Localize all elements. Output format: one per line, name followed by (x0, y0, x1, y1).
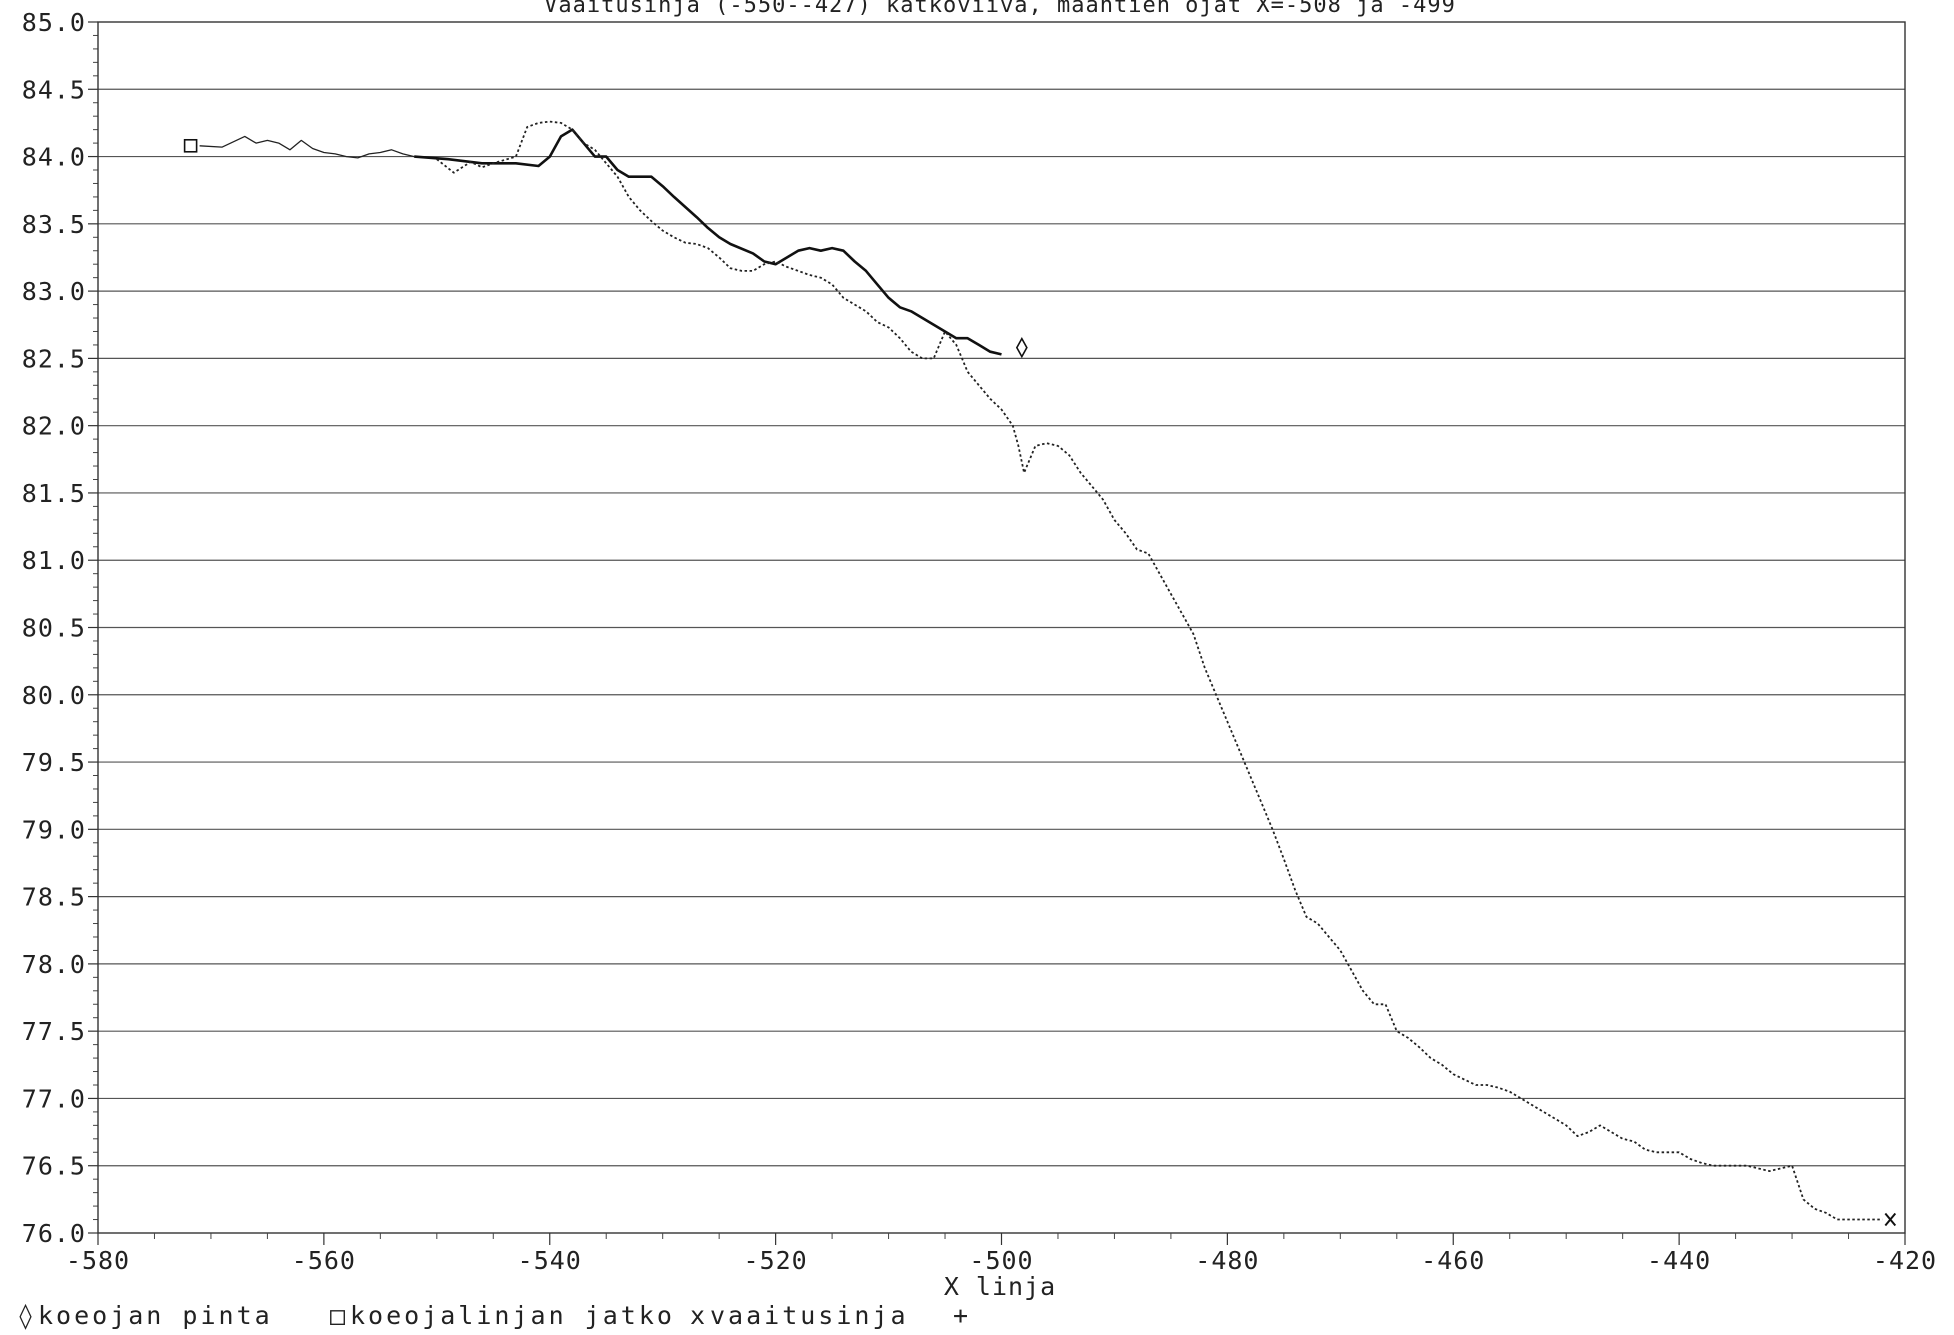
y-tick-label: 81.0 (22, 546, 86, 575)
x-tick-label: -580 (66, 1246, 130, 1275)
y-tick-label: 80.5 (22, 614, 86, 643)
grid-lines (98, 89, 1905, 1165)
y-tick-label: 81.5 (22, 479, 86, 508)
chart-title: Vaaitusinja (-550--427) katkoviiva, maan… (544, 0, 1456, 18)
axes: 76.0 76.5 77.0 77.5 78.0 78.5 79.0 79.5 80.0 80.5… (22, 8, 1937, 1275)
x-tick-label: -480 (1195, 1246, 1259, 1275)
y-tick-label: 80.0 (22, 681, 86, 710)
x-axis-title: X linja (944, 1272, 1056, 1301)
series-line-vaaitusinja (437, 122, 1883, 1220)
x-tick-label: -460 (1421, 1246, 1485, 1275)
y-tick-label: 84.5 (22, 75, 86, 104)
y-tick-label: 82.5 (22, 344, 86, 373)
y-tick-label: 78.5 (22, 883, 86, 912)
y-tick-label: 79.5 (22, 748, 86, 777)
legend: ◊ koeojan pinta □ koeojalinjan jatko x vaaitu… (18, 1301, 971, 1330)
diamond-marker (1017, 339, 1027, 357)
x-tick-label: -540 (518, 1246, 582, 1275)
x-tick-label: -520 (744, 1246, 808, 1275)
y-tick-label: 76.0 (22, 1219, 86, 1248)
legend-item: + (953, 1301, 971, 1330)
legend-item: x vaaitusinja (690, 1301, 909, 1330)
legend-symbol: x (690, 1301, 708, 1330)
series-markers (185, 140, 1896, 1226)
legend-symbol: □ (330, 1301, 348, 1330)
y-tick-label: 78.0 (22, 950, 86, 979)
legend-label: vaaitusinja (710, 1301, 909, 1330)
y-tick-label: 85.0 (22, 8, 86, 37)
y-tick-label: 77.5 (22, 1017, 86, 1046)
legend-item: ◊ koeojan pinta (18, 1301, 273, 1330)
x-marker (1885, 1214, 1895, 1226)
x-tick-label: -440 (1647, 1246, 1711, 1275)
legend-label: koeojan pinta (38, 1301, 273, 1330)
y-tick-label: 83.5 (22, 210, 86, 239)
x-tick-label: -420 (1873, 1246, 1937, 1275)
legend-symbol: ◊ (18, 1301, 36, 1330)
y-tick-label: 79.0 (22, 815, 86, 844)
y-tick-label: 84.0 (22, 143, 86, 172)
y-tick-label: 77.0 (22, 1084, 86, 1113)
y-tick-label: 76.5 (22, 1152, 86, 1181)
x-tick-label: -560 (292, 1246, 356, 1275)
legend-symbol: + (953, 1301, 971, 1330)
series-line-koeojalinjan-jatko (200, 136, 415, 158)
data-series (200, 122, 1883, 1220)
x-tick-label: -500 (969, 1246, 1033, 1275)
legend-label: koeojalinjan jatko (350, 1301, 675, 1330)
y-tick-label: 83.0 (22, 277, 86, 306)
legend-item: □ koeojalinjan jatko (330, 1301, 675, 1330)
series-line-koeojan-pinta (414, 130, 1001, 355)
square-marker (185, 140, 197, 152)
y-tick-label: 82.0 (22, 412, 86, 441)
